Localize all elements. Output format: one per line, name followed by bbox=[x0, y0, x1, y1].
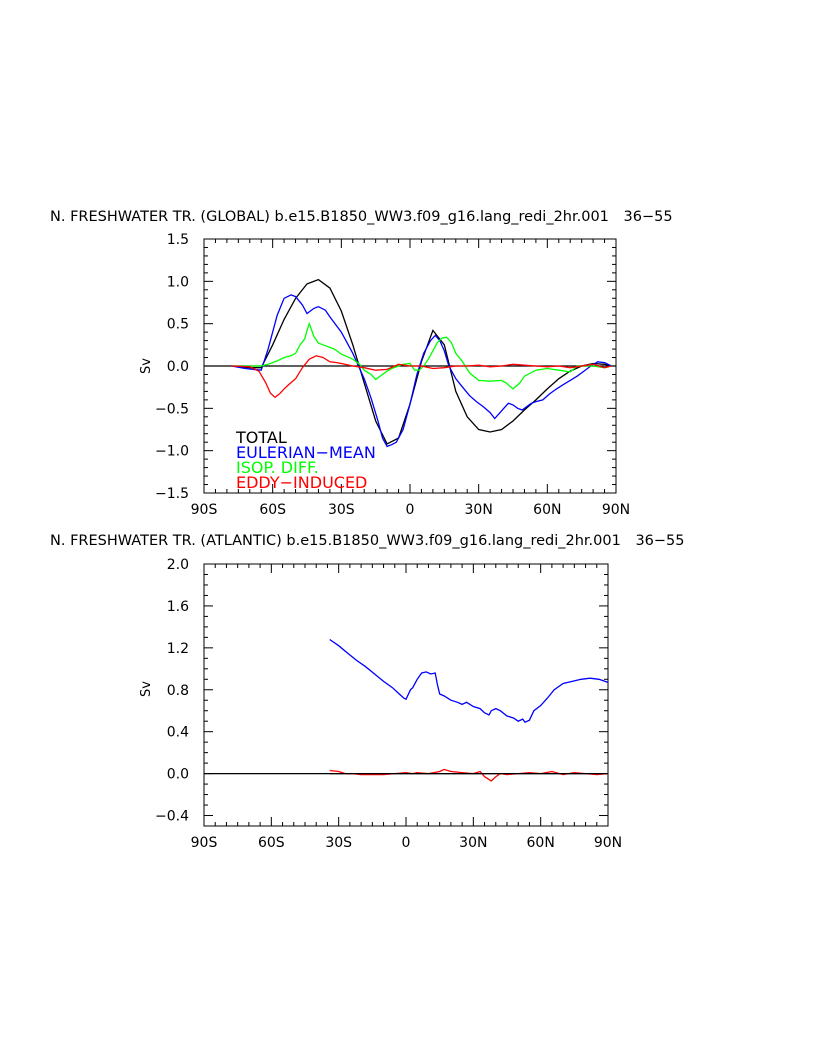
atlantic-y-tick-labels: −0.4 0.0 0.4 0.8 1.2 1.6 2.0 bbox=[155, 557, 189, 825]
global-y-axis-label: Sv bbox=[139, 358, 154, 374]
x-tick-label: 90S bbox=[191, 835, 218, 851]
series-line-isop-diff bbox=[231, 321, 612, 390]
y-tick-label: −1.5 bbox=[155, 486, 189, 502]
y-tick-label: 1.2 bbox=[167, 641, 189, 657]
legend-entry-eddy-induced: EDDY−INDUCED bbox=[236, 473, 367, 492]
y-tick-label: 0.0 bbox=[167, 359, 189, 375]
x-tick-label: 60N bbox=[533, 502, 561, 518]
global-legend: TOTAL EULERIAN−MEAN ISOP. DIFF. EDDY−IND… bbox=[235, 428, 376, 492]
y-tick-label: −0.4 bbox=[155, 809, 189, 825]
y-tick-label: 1.6 bbox=[167, 599, 189, 615]
x-tick-label: 90N bbox=[602, 502, 630, 518]
x-tick-label: 30S bbox=[328, 502, 355, 518]
atlantic-series bbox=[329, 638, 609, 782]
x-tick-label: 30N bbox=[459, 835, 487, 851]
global-axis-ticks bbox=[203, 238, 617, 494]
x-tick-label: 0 bbox=[406, 502, 415, 518]
y-tick-label: −1.0 bbox=[155, 444, 189, 460]
y-tick-label: 2.0 bbox=[167, 557, 189, 573]
x-tick-label: 90N bbox=[594, 835, 622, 851]
x-tick-label: 0 bbox=[402, 835, 411, 851]
legend-entry-eulerian-mean: EULERIAN−MEAN bbox=[236, 443, 376, 462]
atlantic-panel: N. FRESHWATER TR. (ATLANTIC) b.e15.B1850… bbox=[50, 533, 685, 851]
x-tick-label: 30N bbox=[465, 502, 493, 518]
series-line-eulerian-mean bbox=[231, 294, 612, 448]
legend-entry-total: TOTAL bbox=[235, 428, 287, 447]
y-tick-label: −0.5 bbox=[155, 401, 189, 417]
global-title: N. FRESHWATER TR. (GLOBAL) b.e15.B1850_W… bbox=[50, 209, 673, 225]
x-tick-label: 90S bbox=[191, 502, 218, 518]
x-tick-label: 60S bbox=[258, 835, 285, 851]
atlantic-y-axis-label: Sv bbox=[139, 681, 154, 697]
atlantic-title-years: 36−55 bbox=[635, 533, 684, 549]
global-panel: N. FRESHWATER TR. (GLOBAL) b.e15.B1850_W… bbox=[50, 209, 673, 518]
series-line-eddy-induced bbox=[231, 355, 612, 399]
atlantic-x-tick-labels: 90S 60S 30S 0 30N 60N 90N bbox=[191, 835, 623, 851]
y-tick-label: 0.8 bbox=[167, 683, 189, 699]
global-title-years: 36−55 bbox=[624, 209, 673, 225]
series-line-eulerian-mean bbox=[329, 638, 609, 724]
global-x-tick-labels: 90S 60S 30S 0 30N 60N 90N bbox=[191, 502, 631, 518]
global-series bbox=[231, 278, 612, 448]
series-line-eddy-induced bbox=[329, 768, 609, 782]
y-tick-label: 0.5 bbox=[167, 317, 189, 333]
x-tick-label: 60N bbox=[527, 835, 555, 851]
x-tick-label: 60S bbox=[259, 502, 286, 518]
x-tick-label: 30S bbox=[325, 835, 352, 851]
atlantic-axis-ticks bbox=[203, 563, 609, 827]
atlantic-plot-frame bbox=[203, 563, 609, 827]
legend-entry-isop-diff: ISOP. DIFF. bbox=[236, 458, 319, 477]
y-tick-label: 0.0 bbox=[167, 767, 189, 783]
y-tick-label: 1.0 bbox=[167, 274, 189, 290]
atlantic-title: N. FRESHWATER TR. (ATLANTIC) b.e15.B1850… bbox=[50, 533, 685, 549]
y-tick-label: 0.4 bbox=[167, 725, 189, 741]
global-y-tick-labels: −1.5 −1.0 −0.5 0.0 0.5 1.0 1.5 bbox=[155, 232, 189, 502]
y-tick-label: 1.5 bbox=[167, 232, 189, 248]
